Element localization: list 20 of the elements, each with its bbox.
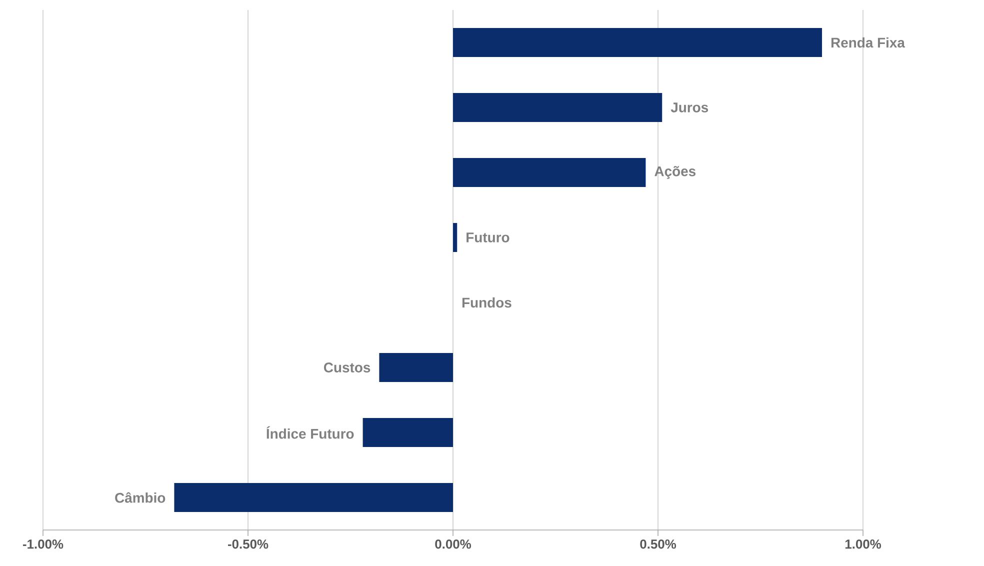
bar: [453, 28, 822, 57]
x-tick-label: -0.50%: [228, 540, 268, 549]
y-tick-label: Custos: [324, 362, 370, 372]
bar: [362, 418, 454, 447]
bar: [453, 92, 662, 122]
x-tick-label: -1.00%: [22, 540, 64, 549]
y-tick-label: Câmbio: [115, 492, 166, 503]
x-tick-label: 1.00%: [845, 540, 882, 549]
bar: [453, 222, 458, 252]
x-tick-label: 0.50%: [640, 540, 676, 549]
bar: [174, 483, 454, 512]
x-tick-label: 0.00%: [435, 540, 472, 549]
y-tick-label: Ações: [654, 166, 696, 179]
bar: [453, 158, 646, 187]
y-tick-label: Índice Futuro: [266, 426, 354, 439]
y-tick-label: Renda Fixa: [831, 37, 906, 48]
y-tick-label: Futuro: [466, 232, 510, 242]
bar: [379, 353, 454, 382]
y-tick-label: Juros: [670, 102, 708, 112]
y-tick-label: Fundos: [462, 297, 512, 308]
